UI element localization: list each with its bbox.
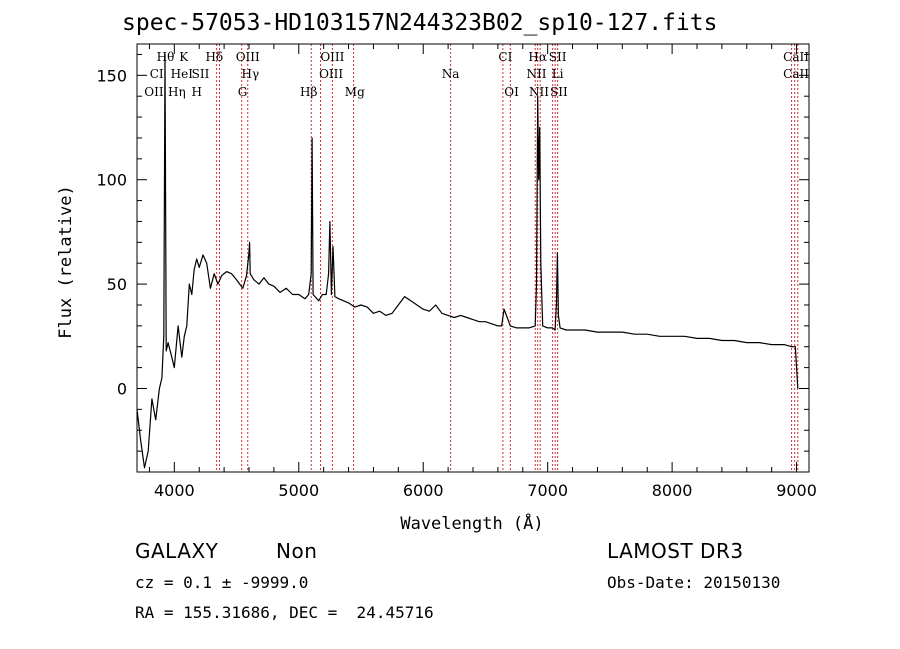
line-label: OI [504,85,519,99]
line-label: NII [526,67,546,81]
line-label: G [238,85,248,99]
x-tick-label: 4000 [154,481,195,500]
line-label: Hθ [157,50,175,64]
redshift-cz: cz = 0.1 ± -9999.0 [135,573,309,592]
line-label: CaII [783,67,809,81]
x-tick-label: 8000 [652,481,693,500]
line-label: Hδ [205,50,223,64]
y-tick-label: 100 [96,171,127,190]
y-tick-label: 50 [107,275,127,294]
line-label: SII [550,85,568,99]
x-tick-label: 9000 [776,481,817,500]
spectrum-line [136,53,799,469]
line-label: H [191,85,201,99]
line-label: Mg [345,85,365,99]
line-label: CaII [783,50,809,64]
line-label: Hγ [242,67,260,81]
ra-dec: RA = 155.31686, DEC = 24.45716 [135,603,434,622]
line-label: OIII [236,50,260,64]
x-tick-label: 6000 [403,481,444,500]
chart-title: spec-57053-HD103157N244323B02_sp10-127.f… [122,10,718,36]
x-tick-label: 5000 [278,481,319,500]
line-label: HeI [171,67,194,81]
line-label: SII [549,50,567,64]
x-axis-label: Wavelength (Å) [400,512,543,534]
line-label: CI [150,67,164,81]
line-label: Na [442,67,460,81]
object-class: GALAXY [135,539,219,563]
line-label: OII [144,85,164,99]
y-tick-label: 0 [117,379,127,398]
line-label: K [179,50,189,64]
spectral-line-markers [216,44,799,472]
y-tick-label: 150 [96,66,127,85]
plot-frame [136,43,810,473]
y-axis-label: Flux (relative) [56,185,76,339]
survey-name: LAMOST DR3 [607,539,744,563]
tick-labels: 4000 5000 6000 7000 8000 9000 0 50 100 150 [96,66,816,500]
line-label: SII [192,67,210,81]
x-tick-label: 7000 [527,481,568,500]
plot-axes [136,43,810,473]
line-label: Hη [168,85,186,99]
line-label: Hβ [300,85,317,99]
line-label: OIII [320,50,344,64]
line-label: Li [552,67,564,81]
object-subclass: Non [276,539,318,563]
spectrum-series [136,53,799,469]
observation-date: Obs-Date: 20150130 [607,573,781,592]
line-label: NII [529,85,549,99]
line-label: CI [498,50,512,64]
line-label: Hα [528,50,547,64]
line-label: OIII [319,67,343,81]
